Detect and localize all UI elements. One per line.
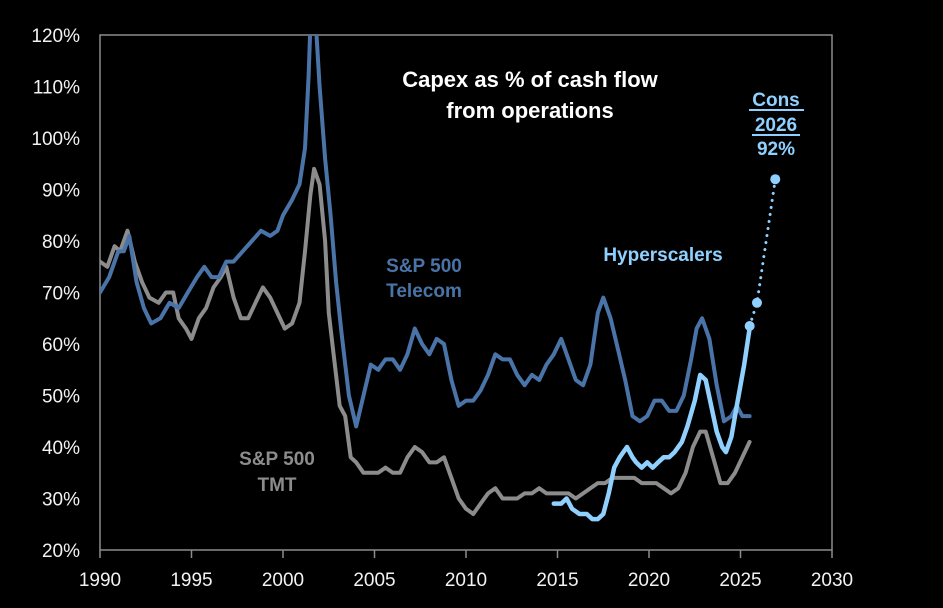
telecom-line bbox=[100, 35, 752, 429]
annotation-year: 2026 bbox=[755, 115, 797, 136]
chart-title-line-1: Capex as % of cash flow bbox=[402, 67, 658, 92]
y-tick-label: 110% bbox=[33, 78, 80, 99]
y-axis-ticks: 20% 30% 40% 50% 60% 70% 80% 90% 100% 110% 120% bbox=[31, 26, 80, 562]
x-tick-label: 2000 bbox=[262, 570, 304, 591]
projection-point bbox=[744, 320, 755, 331]
series-lines bbox=[100, 35, 752, 522]
y-tick-label: 80% bbox=[42, 232, 80, 253]
x-tick-label: 2005 bbox=[353, 570, 395, 591]
x-tick-label: 2030 bbox=[811, 570, 853, 591]
hyperscalers-label: Hyperscalers bbox=[603, 245, 722, 266]
projection-point bbox=[751, 297, 762, 308]
y-tick-label: 40% bbox=[42, 438, 80, 459]
annotation-value: 92% bbox=[757, 139, 795, 160]
x-tick-label: 2010 bbox=[445, 570, 487, 591]
projection-point bbox=[770, 174, 781, 185]
x-tick-label: 2020 bbox=[628, 570, 670, 591]
y-tick-label: 90% bbox=[42, 181, 80, 202]
telecom-label-line-1: S&P 500 bbox=[386, 256, 462, 277]
tmt-label-line-1: S&P 500 bbox=[239, 449, 315, 470]
y-tick-label: 70% bbox=[42, 284, 80, 305]
x-tick-label: 1995 bbox=[170, 570, 212, 591]
projection-dotted-line bbox=[748, 177, 777, 328]
x-axis-ticks: 1990 1995 2000 2005 2010 2015 2020 2025 2030 bbox=[79, 550, 853, 591]
x-tick-label: 2015 bbox=[536, 570, 578, 591]
y-tick-label: 120% bbox=[31, 26, 80, 47]
x-tick-label: 2025 bbox=[719, 570, 761, 591]
annotation-cons: Cons bbox=[752, 90, 800, 111]
tmt-label-line-2: TMT bbox=[257, 475, 296, 496]
tmt-line bbox=[100, 166, 752, 516]
x-tick-label: 1990 bbox=[79, 570, 121, 591]
hyperscalers-line bbox=[551, 326, 752, 522]
y-tick-label: 30% bbox=[42, 490, 80, 511]
projection bbox=[744, 174, 781, 331]
chart-title-line-2: from operations bbox=[446, 98, 613, 123]
y-tick-label: 20% bbox=[42, 541, 80, 562]
y-tick-label: 50% bbox=[42, 387, 80, 408]
telecom-label-line-2: Telecom bbox=[386, 281, 462, 302]
y-tick-label: 60% bbox=[42, 335, 80, 356]
y-tick-label: 100% bbox=[31, 129, 80, 150]
